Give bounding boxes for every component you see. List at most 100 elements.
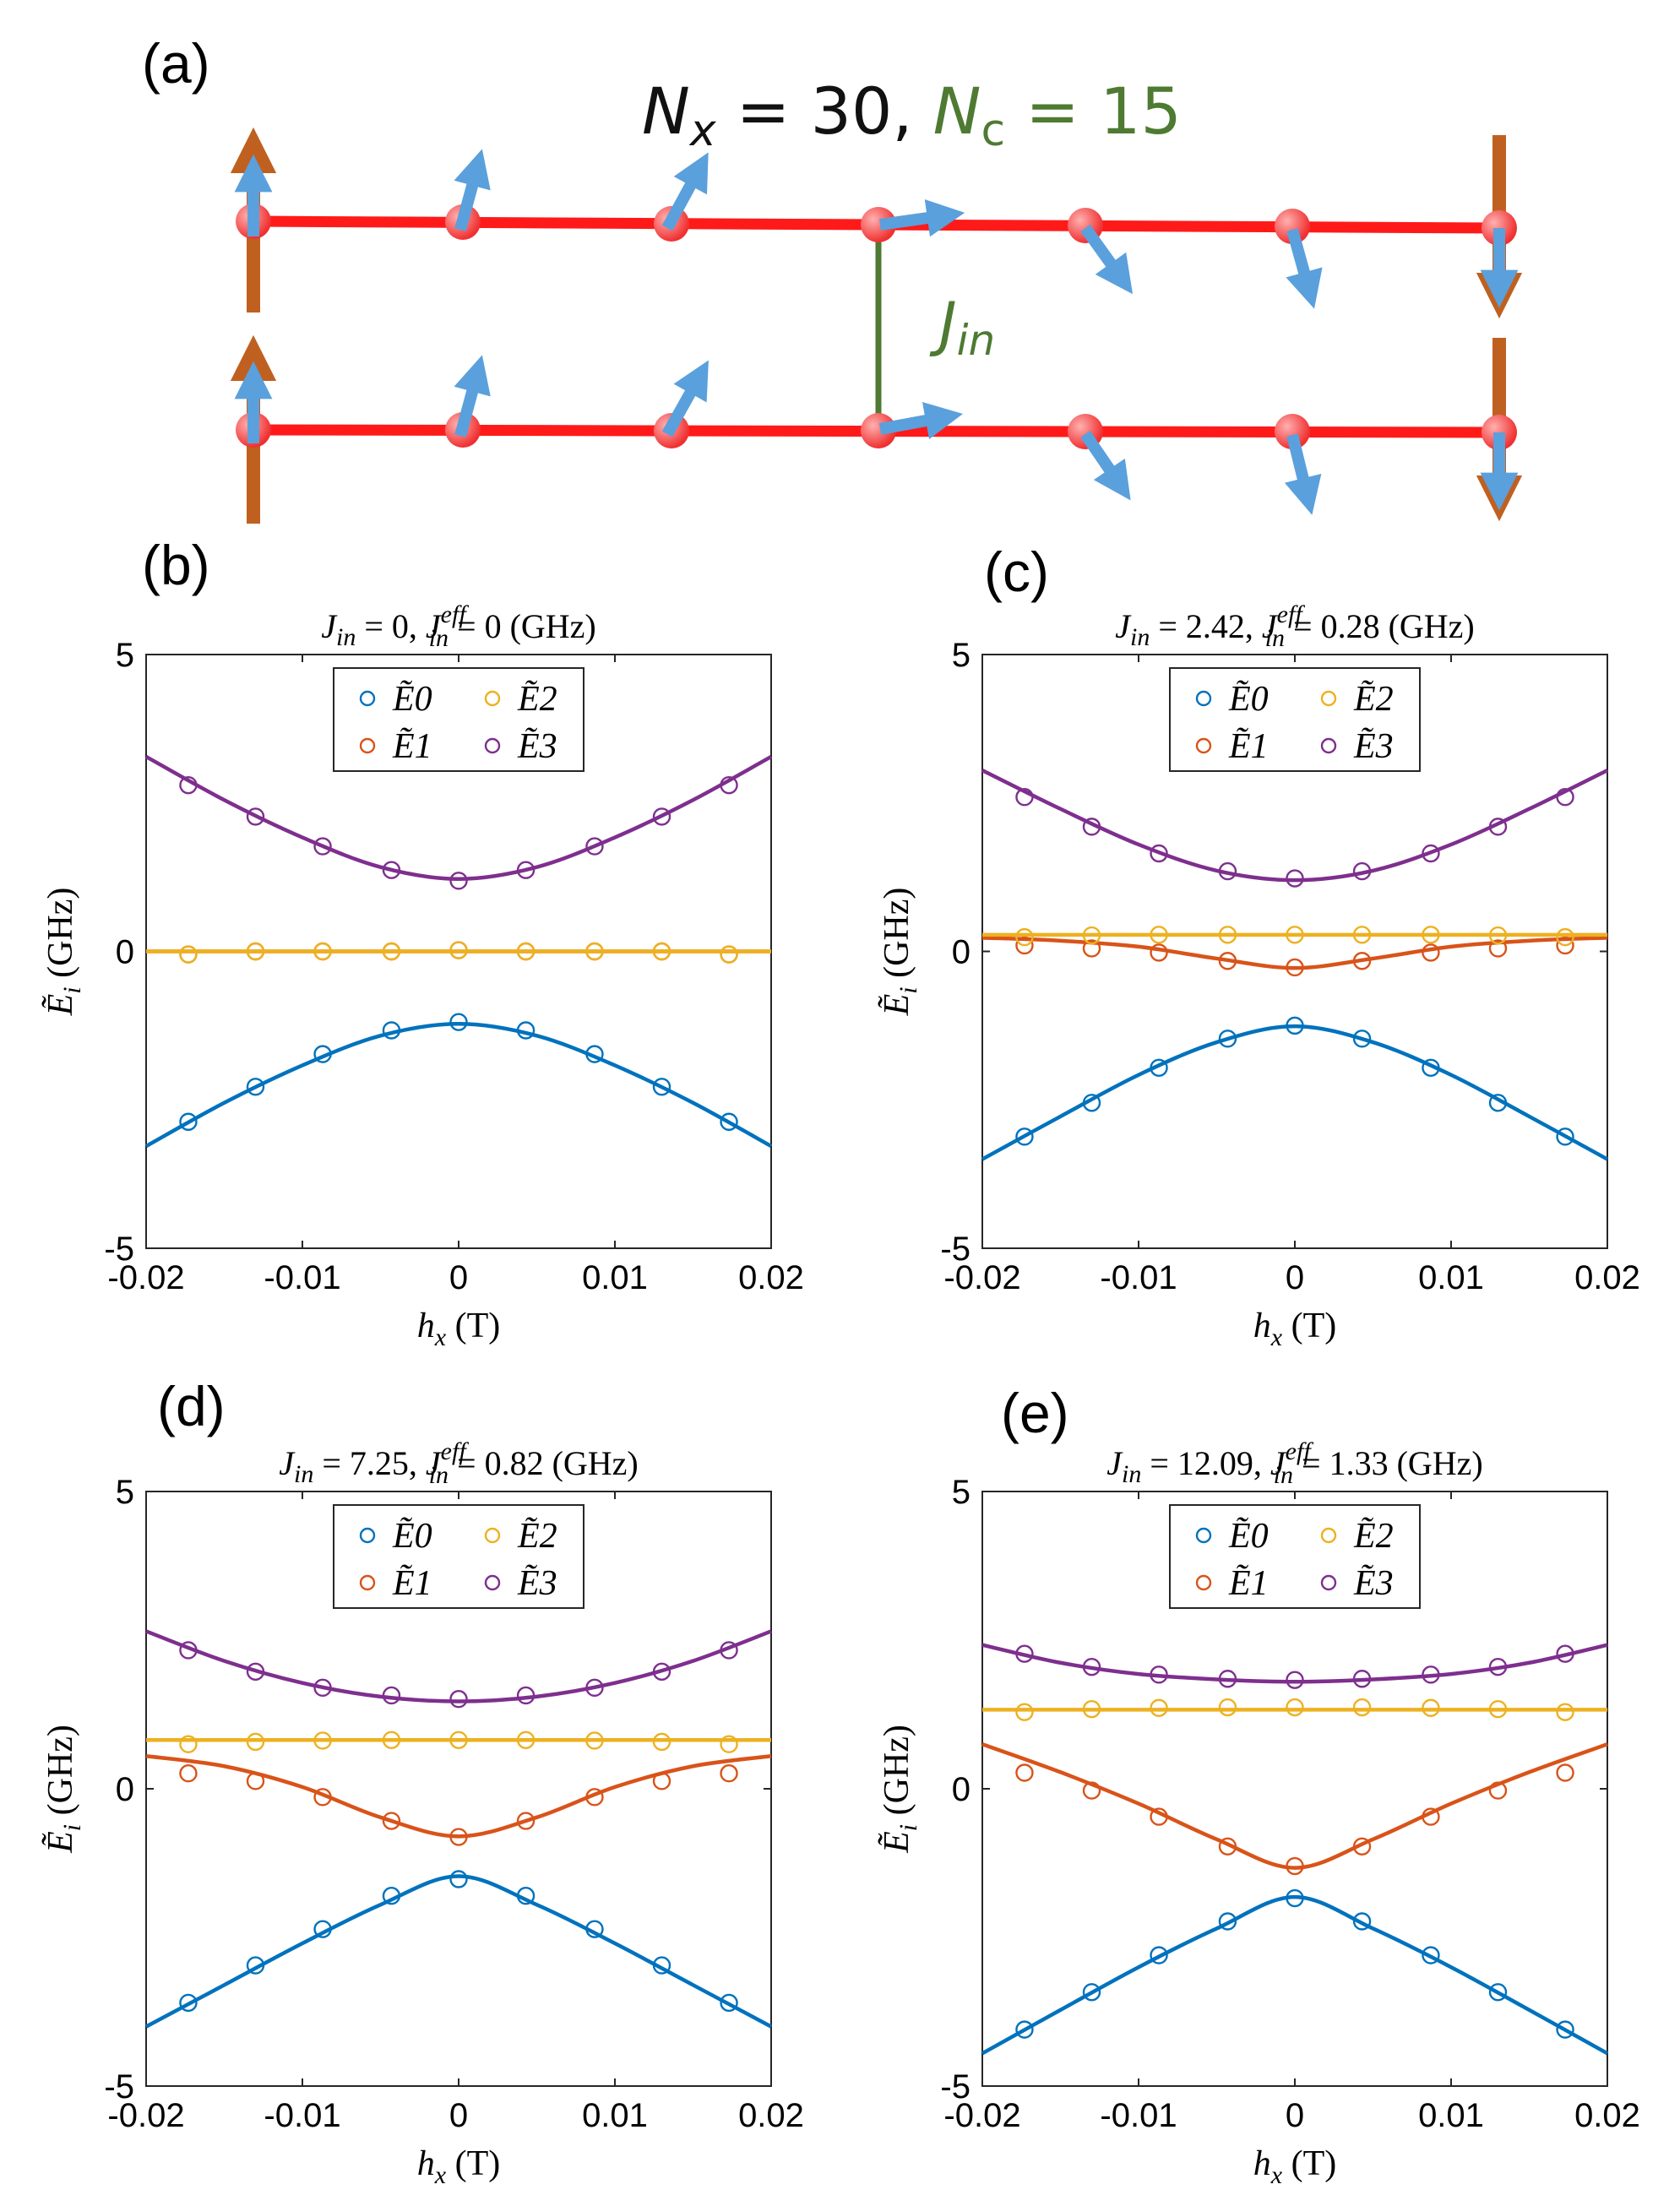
chart-title: Jin = 7.25, Jeff in = 0.82 (GHz) <box>279 1437 639 1489</box>
y-axis-label: Ẽi (GHz) <box>41 1725 86 1854</box>
legend-marker <box>484 737 501 754</box>
data-point-3 <box>585 1678 604 1698</box>
legend-marker <box>359 737 376 754</box>
nc-subscript: c <box>981 106 1006 156</box>
title-jin-symbol: J <box>321 607 338 645</box>
series-line-0 <box>144 1874 773 2029</box>
series-line-0 <box>144 1022 773 1149</box>
chart-panel-b: Jin = 0, Jeff in = 0 (GHz)-0.02 -0.01 0 0.01… <box>41 600 804 1351</box>
spin-arrow <box>1080 224 1134 295</box>
legend: Ẽ0 Ẽ2 Ẽ1 Ẽ3 <box>333 667 584 772</box>
legend-entry: Ẽ3 <box>517 727 557 766</box>
title-jeff-subscript: in <box>1274 1461 1293 1489</box>
spin-arrow <box>878 402 964 440</box>
data-point-2 <box>246 942 265 961</box>
data-point-0 <box>1015 1127 1034 1146</box>
data-point-1 <box>1218 1837 1237 1856</box>
x-tick-label: 0 <box>449 1259 468 1296</box>
legend-entry: Ẽ3 <box>1353 1564 1394 1603</box>
data-point-1 <box>1082 939 1101 958</box>
data-point-0 <box>1015 2020 1034 2039</box>
data-point-3 <box>313 837 332 856</box>
data-point-1 <box>1150 943 1168 962</box>
data-point-0 <box>1422 1058 1440 1077</box>
y-axis-symbol: Ẽ <box>878 994 916 1017</box>
x-axis-label: hx (T) <box>417 2144 500 2189</box>
title-jin-value: = 7.25, <box>313 1444 426 1482</box>
title-jeff-symbol: J <box>426 1444 443 1482</box>
legend: Ẽ0 Ẽ2 Ẽ1 Ẽ3 <box>333 1504 584 1609</box>
legend-marker <box>1195 1574 1212 1591</box>
legend-marker <box>484 1527 501 1544</box>
y-tick-label: 5 <box>116 637 134 674</box>
chart-title: Jin = 2.42, Jeff in = 0.28 (GHz) <box>1115 600 1475 652</box>
legend-box <box>333 667 584 772</box>
data-point-2 <box>720 1735 738 1753</box>
data-point-3 <box>1218 1670 1237 1688</box>
chain-size-label: Nx = 30, Nc = 15 <box>642 73 1182 156</box>
y-axis-subscript: i <box>58 1824 86 1831</box>
title-jin-symbol: J <box>1106 1444 1123 1482</box>
data-point-3 <box>313 1678 332 1698</box>
data-point-3 <box>720 775 738 795</box>
data-point-0 <box>1150 1058 1168 1077</box>
data-point-1 <box>1150 1807 1168 1826</box>
legend-marker <box>1320 690 1337 707</box>
y-tick-label: 0 <box>952 934 970 971</box>
x-axis-label: hx (T) <box>417 1307 500 1351</box>
data-point-3 <box>1488 1657 1508 1676</box>
title-jeff-symbol: J <box>426 607 443 645</box>
nx-subscript: x <box>688 106 717 156</box>
legend-entry: Ẽ2 <box>1353 680 1394 719</box>
x-tick-label: 0.02 <box>1574 2097 1640 2134</box>
x-axis-subscript: x <box>1270 2161 1283 2189</box>
legend-marker <box>359 1574 376 1591</box>
data-point-2 <box>313 1731 332 1750</box>
y-tick-label: -5 <box>940 1231 970 1268</box>
data-point-0 <box>313 1920 332 1938</box>
data-point-0 <box>179 1112 198 1131</box>
data-point-0 <box>585 1045 604 1063</box>
data-point-3 <box>585 837 604 856</box>
title-jeff-subscript: in <box>429 624 449 652</box>
x-tick-label: 0.01 <box>582 1259 648 1296</box>
data-point-0 <box>179 1993 198 2013</box>
data-point-3 <box>1218 861 1237 881</box>
title-jeff-superscript: eff <box>441 600 470 628</box>
title-jeff-superscript: eff <box>441 1437 470 1465</box>
data-point-0 <box>720 1993 738 2013</box>
x-axis-symbol: h <box>417 2144 435 2183</box>
legend-marker <box>1195 737 1212 754</box>
data-point-2 <box>1556 1703 1574 1721</box>
spin-arrow <box>661 360 709 437</box>
legend-entry: Ẽ0 <box>392 680 432 719</box>
y-axis-label: Ẽi (GHz) <box>41 888 86 1017</box>
data-point-2 <box>246 1732 265 1752</box>
x-axis-symbol: h <box>1253 1307 1271 1345</box>
chart-panel-e: Jin = 12.09, Jeff in = 1.33 (GHz)-0.02 -0.… <box>878 1437 1640 2189</box>
y-tick-label: 5 <box>952 637 970 674</box>
data-point-1 <box>1352 952 1372 970</box>
legend-box <box>1169 667 1421 772</box>
x-tick-label: 0.01 <box>1418 2097 1484 2134</box>
data-point-3 <box>1150 1665 1168 1684</box>
panel-b-label: (b) <box>142 534 210 596</box>
data-point-2 <box>382 1731 401 1749</box>
data-point-0 <box>1422 1946 1440 1964</box>
panel-a-label: (a) <box>142 32 210 95</box>
data-point-3 <box>1082 818 1101 836</box>
data-point-0 <box>1218 1030 1237 1048</box>
data-point-0 <box>1488 1983 1508 2002</box>
title-jin-subscript: in <box>336 623 356 651</box>
data-point-0 <box>720 1112 738 1131</box>
data-point-0 <box>382 1021 401 1040</box>
data-point-1 <box>246 1772 265 1790</box>
data-point-0 <box>1488 1094 1508 1112</box>
legend-marker <box>1320 1574 1337 1591</box>
data-point-2 <box>1150 1698 1168 1717</box>
y-tick-label: 0 <box>116 1771 134 1808</box>
data-point-2 <box>449 941 468 959</box>
spin-arrow <box>454 149 491 231</box>
x-tick-label: 0.01 <box>1418 1259 1484 1296</box>
title-jeff-subscript: in <box>1265 624 1285 652</box>
